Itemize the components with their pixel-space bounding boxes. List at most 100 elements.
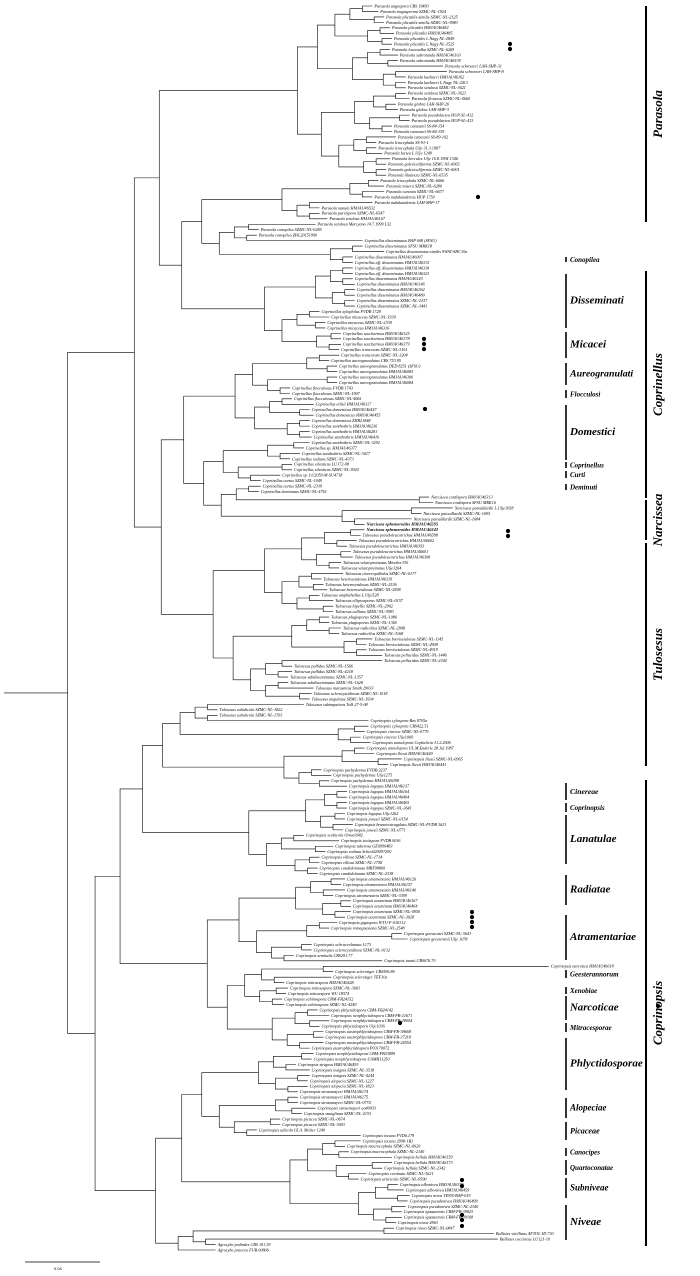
tip-label: Tulosesus angulatus SZMC-NL-1934 [312, 696, 374, 701]
section-label: Coprinopsis [570, 804, 605, 812]
tree-branch [334, 13, 368, 37]
tip-label: Coprinopsis iguazuensis CBM-FB-39168 [404, 1215, 474, 1220]
tip-label: Tulosesus sclerocystidiosus SZMC-NL-1018 [314, 691, 389, 696]
tip-label: Coprinellus disseminatus-similis SWAT-SH… [386, 249, 467, 254]
section-label: Flocculosi [570, 391, 600, 399]
tip-label: Parasola setulosa Marcyano 14.7.1999 L32 [317, 222, 392, 227]
tip-label: Coprinellus saccharinus HMJAU46378 [343, 336, 410, 341]
new-species-dot [505, 533, 511, 539]
tip-label: Coprinellus saccharinus HMJAU46379 [343, 342, 410, 347]
tip-label: Coprinellus radians SZMC-NL-4373 [292, 456, 354, 461]
tree-branch [248, 485, 261, 492]
tip-label: Parasola subrotunda HMJAU46539 [399, 58, 462, 63]
tree-branch [286, 1034, 314, 1046]
tip-label: Tulosesus subimpatiens Tolk 27-5-08 [306, 702, 369, 707]
section-label: Subniveae [570, 1183, 609, 1193]
tip-label: Tulosesus bipellis SZMC-NL-2902 [335, 604, 393, 609]
tree-branch [220, 494, 343, 517]
tip-label: Parasola plicatilis HMJAU46482 [391, 25, 449, 30]
tree-branch [269, 1118, 281, 1125]
tip-label: Coprinellus saccharinus HMJAU46325 [343, 331, 410, 336]
tip-label: Tulosesus brevisetulosus SZMC-NL-2908 [369, 642, 439, 647]
tip-label: Parasola pseudolactea HUP-SL-413 [411, 118, 474, 123]
tip-label: Coprinopsis lagopus HMJAU46405 [349, 800, 409, 805]
tip-label: Parasola kuehneri L.Nagy NL-2413 [407, 80, 468, 85]
tip-label: Coprinopsis geesteranii Ulje 1078 [410, 936, 469, 941]
tree-branch [248, 810, 306, 855]
tip-label: Coprinellus sp. LU2059-M-SU4718 [282, 473, 343, 478]
tree-branch [367, 52, 388, 64]
tip-label: Coprinopsis mitraespora SZMC-NL-3601 [290, 986, 360, 991]
tip-label: Tulosesus amphithallus L.Ulje528 [321, 593, 379, 598]
tip-label: Coprinellus truncorum SZMC-NL-3204 [341, 353, 408, 358]
tip-label: Coprinellus xanthothrix HMJAU46281 [312, 429, 378, 434]
tree-branch [158, 90, 298, 266]
tip-label: Coprinopsis alopecia SZMC-NL-1227 [310, 1078, 375, 1083]
tip-label: Coprinellus silvaticus SZMC-NL-3920 [294, 467, 360, 472]
genus-label: Tulosesus [650, 628, 665, 681]
tip-label: Coprinopsis acuminata SZMC-NL-0950 [353, 909, 421, 914]
tree-branch [349, 8, 375, 20]
tip-label: Coprinopsis pachyderma Ulje1275 [333, 773, 392, 778]
tip-label: Coprinopsis acuminata HMJAU46167 [353, 898, 419, 903]
tree-branch [212, 570, 265, 659]
tip-label: Coprinopsis bellula SZMC-NL-2342 [384, 1166, 445, 1171]
tree-branch [328, 627, 342, 634]
tip-label: Tulosesus pallidus SZMC-NL-4218 [294, 669, 354, 674]
tree-branch [192, 1230, 384, 1243]
tip-label: Coprinellus xanthothrix HMJAU46236 [312, 424, 379, 429]
tree-branch [382, 73, 396, 86]
tip-label: Coprinopsis pachyderma HMJAU46398 [331, 778, 400, 783]
tree-branch [238, 897, 296, 943]
tip-label: Coprinopsis austrophlyctidospora CBM-FB-… [325, 1029, 411, 1034]
tree-branch [299, 420, 310, 427]
tree-branch [298, 772, 320, 784]
tree-branch [222, 450, 268, 473]
new-species-dot [459, 1183, 465, 1189]
tree-branch [291, 624, 345, 648]
tip-label: Coprinellus aureogranulatus HMJAU46085 [339, 369, 413, 374]
tip-label: Coprinopsis gigaspora WTU-F-016312 [339, 920, 405, 925]
tip-label: Parasola plicatilis L.Nagy NL-3525 [393, 42, 454, 47]
tree-branch [275, 1077, 298, 1090]
genus-label: Parasola [650, 90, 665, 138]
tree-branch [206, 919, 239, 1008]
tree-branch [286, 423, 300, 435]
section-label: Geesterannorum [570, 971, 619, 979]
tip-label: Coprinopsis bellula HMJAU46159 [394, 1155, 454, 1160]
tip-label: Coprinopsis lliesii HMJAU46440 [376, 751, 433, 756]
tip-label: Parasola misera SZMC-NL-6280 [385, 183, 443, 188]
tree-branch [281, 581, 299, 604]
tip-label: Coprinopsis tuberosa GE0990483 [335, 844, 392, 849]
tip-label: Coprinopsis pachyderma FVDB 3237 [323, 767, 387, 772]
tip-label: Parasola leiocephala SS-91-1 [377, 140, 428, 145]
tip-label: Coprinopsis mitraespora HMJAU46428 [286, 980, 354, 985]
tip-label: Coprinopsis incana 2998-1B1 [363, 1138, 413, 1143]
tip-label: Coprinopsis pseudonivea SZMC-NL-2340 [408, 1204, 479, 1209]
tip-label: Parasola nanula HMJAU46532 [320, 205, 375, 210]
section-label: Narcoticae [569, 1002, 619, 1014]
tip-label: Parasola plicatilis HMJAU46485 [395, 31, 453, 36]
tip-label: Tulosesus cinereopallidus SZMC-NL-0177 [345, 571, 417, 576]
tip-label: Tulosesus brevisetulosus SZMC-NL-1145 [374, 636, 443, 641]
tip-label: Coprinellus sp. HMJAU46377 [306, 445, 358, 450]
tip-label: Narcissea cordispora HMJAU46313 [430, 494, 492, 499]
new-species-dot [507, 46, 513, 52]
tip-label: Parasola galericuliformis SZMC-NL-6001 [387, 167, 459, 172]
tree-branch [373, 95, 396, 108]
tip-label: Coprinopsis neophlyctidospora CBM-FB-216… [331, 1013, 412, 1018]
tree-branch [295, 886, 323, 910]
tip-label: Tulosesus callinus SZMC-NL-3983 [335, 609, 394, 614]
section-label: Atramentariae [569, 931, 636, 943]
tip-label: Tulosesus plagioporus SZMC-NL-1086 [331, 614, 398, 619]
tip-label: Coprinellus curtus SZMC-NL-1049 [263, 478, 323, 483]
tip-label: Coprinellus xanthothrix SZMC-NL-3292 [312, 440, 380, 445]
tree-branch [218, 1105, 276, 1128]
tree-branch [315, 322, 326, 329]
tip-label: Tulosesus pseudoleucotrichus HMJAU46602 [359, 538, 434, 543]
tip-label: Tulosesus radicellus SZMC-NL-2908 [343, 625, 406, 630]
section-label: Coprinellus [570, 462, 604, 470]
tip-label: Coprinellus disseminatus BAP 608 (SFSU) [365, 238, 438, 243]
tree-branch [252, 363, 307, 386]
tree-branch [271, 998, 285, 1005]
